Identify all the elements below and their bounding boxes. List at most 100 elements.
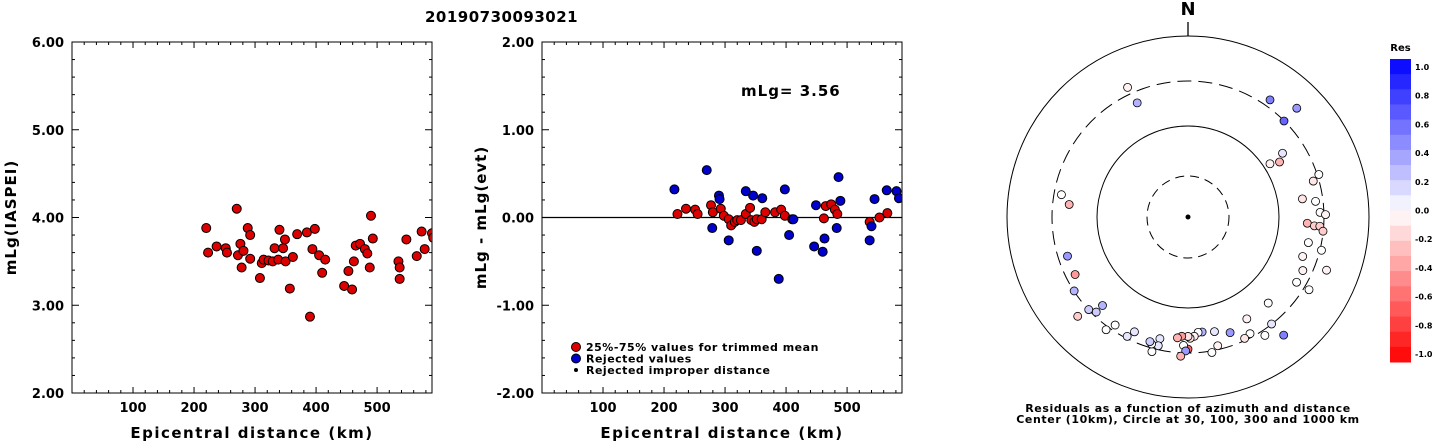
station-residual-point: [1317, 245, 1326, 255]
station-residual-point: [1145, 337, 1155, 347]
red-data-point: [401, 234, 412, 245]
x-tick-label: 200: [650, 401, 677, 416]
blue-data-point: [751, 245, 762, 256]
station-residual-point: [1292, 277, 1302, 287]
station-residual-point: [1240, 333, 1250, 343]
x-tick-label: 300: [241, 401, 268, 416]
station-residual-point: [1265, 159, 1275, 169]
residual-chart: 100 200 300 400 500 -2.00 -1.00 0.00 1.00 2.00 Epi…: [472, 36, 903, 441]
red-data-point: [882, 208, 893, 219]
blue-data-point: [866, 221, 877, 232]
station-residual-point: [1278, 148, 1287, 158]
station-residual-point: [1098, 301, 1107, 310]
station-residual-point: [1303, 238, 1313, 247]
red-data-point: [365, 210, 376, 221]
station-residual-point: [1069, 286, 1079, 296]
blue-data-point: [864, 235, 875, 246]
red-data-point: [343, 266, 354, 277]
station-residual-point: [1322, 265, 1331, 275]
station-residual-point: [1091, 307, 1101, 317]
red-data-point: [347, 284, 358, 295]
y-tick-label: 1.00: [502, 124, 534, 139]
colorbar-swatch: [1390, 74, 1411, 90]
blue-data-point: [701, 165, 712, 176]
blue-data-point: [707, 223, 718, 234]
station-residual-point: [1263, 298, 1273, 308]
station-residual-point: [1210, 327, 1219, 337]
blue-data-point: [723, 235, 734, 246]
station-residual-point: [1155, 334, 1165, 344]
y-tick-label: 0.00: [502, 212, 534, 227]
red-data-point: [320, 254, 331, 265]
red-data-point: [394, 273, 405, 284]
colorbar-swatch: [1390, 331, 1411, 348]
plot-frame: [71, 41, 433, 394]
x-tick-label: 400: [302, 401, 329, 416]
colorbar-swatch: [1390, 195, 1411, 211]
legend-marker: [571, 342, 581, 352]
colorbar-tick-label: -0.6: [1415, 293, 1433, 302]
blue-data-point: [869, 194, 880, 205]
station-residual-point: [1298, 194, 1307, 204]
station-residual-point: [1176, 351, 1186, 361]
station-residual-point: [1318, 226, 1328, 236]
red-data-point: [416, 226, 427, 237]
x-tick-label: 100: [589, 401, 616, 416]
station-residual-point: [1101, 325, 1111, 335]
station-residual-point: [1279, 330, 1289, 340]
colorbar-swatch: [1390, 225, 1411, 242]
red-data-point: [818, 213, 829, 224]
blue-data-point: [881, 185, 892, 196]
red-data-point: [874, 212, 885, 223]
station-residual-point: [1181, 346, 1191, 356]
red-data-point: [203, 247, 214, 258]
colorbar-swatch: [1390, 59, 1411, 75]
station-residual-point: [1298, 266, 1308, 275]
station-residual-point: [1173, 333, 1182, 343]
blue-data-point: [788, 214, 799, 225]
blue-data-point: [809, 241, 820, 252]
colorbar-swatch: [1390, 240, 1411, 257]
red-data-point: [419, 244, 430, 255]
legend-marker: [571, 353, 581, 364]
colorbar-swatch: [1390, 301, 1411, 318]
station-residual-point: [1304, 285, 1314, 295]
y-axis-label: mLg(IASPEI): [2, 160, 20, 275]
x-tick-label: 300: [711, 401, 738, 416]
red-data-point: [278, 243, 289, 254]
red-data-point: [231, 203, 242, 214]
red-data-point: [394, 262, 405, 273]
blue-data-point: [831, 223, 842, 234]
red-data-point: [274, 224, 285, 235]
red-data-point: [280, 256, 291, 267]
station-residual-point: [1265, 95, 1275, 105]
red-data-point: [692, 208, 703, 219]
legend-label: Rejected improper distance: [586, 364, 770, 377]
station-residual-point: [1122, 331, 1132, 341]
station-residual-point: [1267, 319, 1276, 329]
y-axis-label: mLg - mLg(evt): [472, 146, 490, 289]
red-data-point: [362, 248, 373, 259]
colorbar-tick-label: 0.0: [1415, 207, 1430, 216]
x-tick-label: 400: [772, 401, 799, 416]
red-data-point: [681, 203, 691, 214]
red-data-point: [309, 223, 320, 234]
red-data-point: [287, 251, 298, 262]
colorbar-tick-label: -0.2: [1415, 235, 1433, 244]
colorbar-title: Res: [1390, 43, 1410, 54]
colorbar-swatch: [1390, 149, 1411, 166]
blue-data-point: [740, 186, 751, 197]
station-residual-point: [1110, 320, 1120, 330]
station-residual-point: [1057, 190, 1066, 200]
y-tick-label: 4.00: [32, 212, 64, 227]
distance-ring-100km: [1096, 125, 1280, 309]
station-residual-point: [1260, 331, 1270, 340]
colorbar-swatch: [1390, 255, 1411, 272]
page-title: 20190730093021: [425, 8, 579, 26]
magnitude-annotation: mLg= 3.56: [741, 82, 841, 100]
red-data-point: [672, 208, 683, 219]
red-data-point: [292, 229, 303, 240]
station-residual-point: [1292, 103, 1302, 113]
colorbar-swatch: [1390, 271, 1411, 287]
y-tick-label: 5.00: [32, 124, 64, 139]
